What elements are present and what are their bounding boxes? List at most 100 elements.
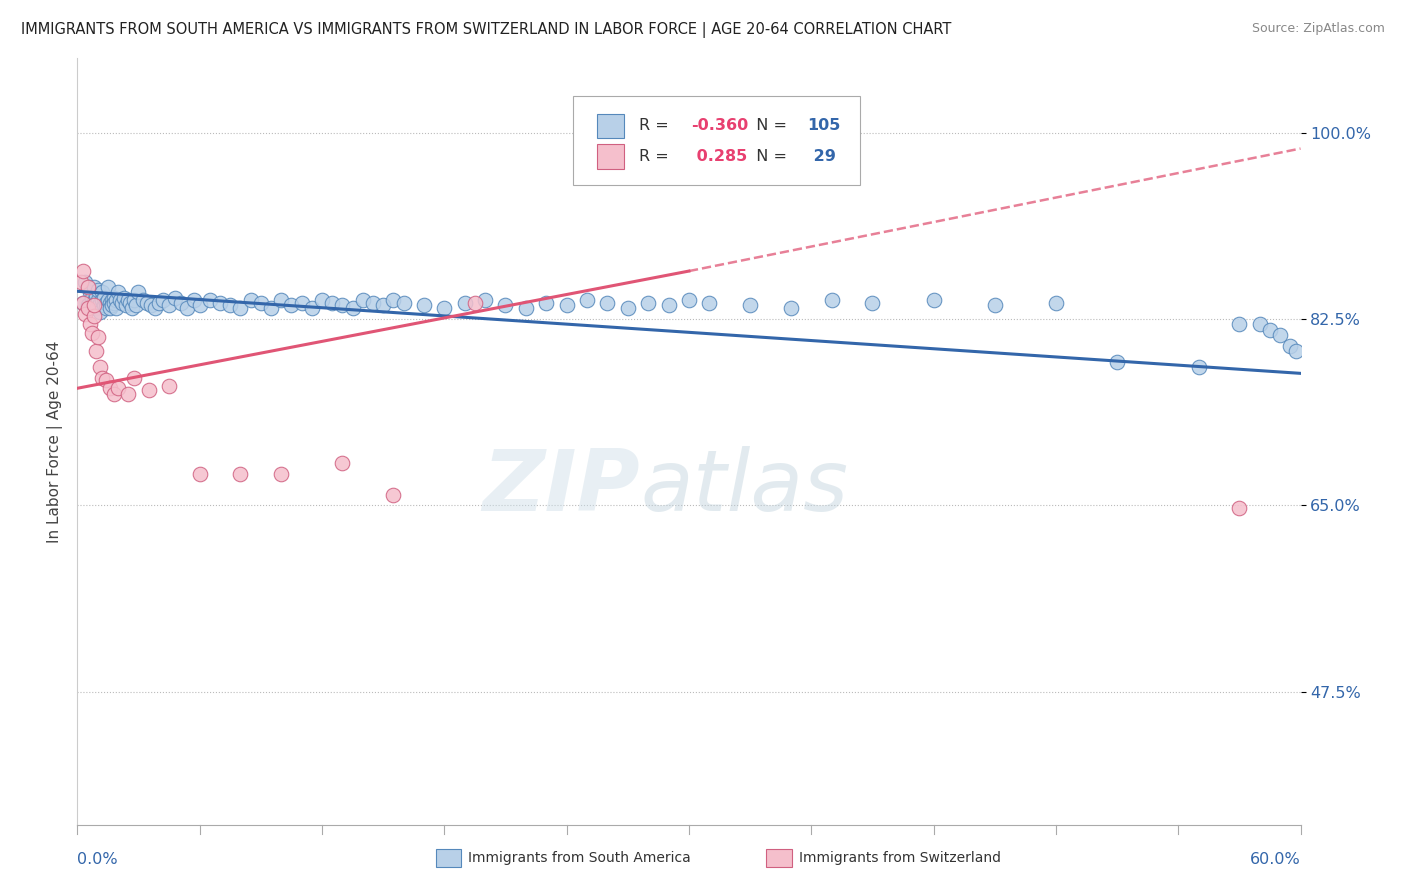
Point	[1268, 328, 1291, 343]
Point	[117, 386, 139, 401]
Point	[83, 280, 105, 294]
Point	[87, 293, 110, 307]
Point	[474, 293, 496, 307]
Point	[75, 307, 97, 321]
Point	[94, 301, 117, 316]
Point	[79, 318, 101, 332]
Point	[433, 301, 456, 316]
Text: 105: 105	[807, 119, 841, 134]
Text: 29: 29	[807, 149, 835, 164]
Y-axis label: In Labor Force | Age 20-64: In Labor Force | Age 20-64	[48, 341, 63, 542]
Point	[135, 296, 157, 310]
Point	[260, 301, 283, 316]
Point	[80, 298, 103, 312]
Point	[139, 298, 162, 312]
Point	[115, 298, 138, 312]
Point	[72, 296, 94, 310]
Point	[413, 298, 436, 312]
Point	[382, 293, 405, 307]
Text: 0.0%: 0.0%	[77, 852, 118, 867]
Point	[495, 298, 517, 312]
Point	[332, 298, 354, 312]
Point	[89, 296, 111, 310]
Point	[188, 467, 211, 481]
Point	[84, 301, 107, 316]
Point	[89, 304, 111, 318]
Point	[165, 291, 187, 305]
Text: Source: ZipAtlas.com: Source: ZipAtlas.com	[1251, 22, 1385, 36]
Point	[80, 326, 103, 340]
Point	[97, 293, 120, 307]
Point	[1249, 318, 1271, 332]
Point	[515, 301, 537, 316]
Point	[79, 301, 101, 316]
Point	[1229, 318, 1251, 332]
Point	[87, 330, 110, 344]
Point	[103, 296, 125, 310]
Point	[239, 293, 262, 307]
Point	[534, 296, 557, 310]
Bar	[598, 145, 624, 169]
Point	[72, 264, 94, 278]
Point	[576, 293, 599, 307]
Point	[76, 280, 98, 294]
Point	[453, 296, 475, 310]
Point	[1187, 359, 1209, 374]
Point	[332, 456, 354, 470]
Point	[922, 293, 945, 307]
Point	[699, 296, 721, 310]
Point	[1107, 354, 1129, 368]
Point	[170, 296, 193, 310]
Point	[311, 293, 333, 307]
FancyBboxPatch shape	[572, 96, 860, 185]
Point	[1229, 500, 1251, 515]
Point	[301, 301, 323, 316]
Point	[1258, 323, 1281, 337]
Point	[94, 373, 117, 387]
Text: IMMIGRANTS FROM SOUTH AMERICA VS IMMIGRANTS FROM SWITZERLAND IN LABOR FORCE | AG: IMMIGRANTS FROM SOUTH AMERICA VS IMMIGRA…	[21, 22, 952, 38]
Point	[183, 293, 205, 307]
Text: -0.360: -0.360	[692, 119, 748, 134]
Point	[120, 296, 142, 310]
Point	[76, 301, 98, 316]
Point	[361, 296, 384, 310]
Point	[90, 285, 112, 300]
Text: 0.285: 0.285	[692, 149, 748, 164]
Point	[596, 296, 619, 310]
Point	[117, 293, 139, 307]
Point	[108, 293, 131, 307]
Point	[352, 293, 374, 307]
Text: R =: R =	[638, 149, 673, 164]
Text: Immigrants from Switzerland: Immigrants from Switzerland	[799, 851, 1001, 865]
Point	[87, 283, 110, 297]
Point	[250, 296, 273, 310]
Point	[382, 488, 405, 502]
Point	[75, 275, 97, 289]
Point	[72, 296, 94, 310]
Point	[124, 293, 146, 307]
Point	[105, 301, 128, 316]
Point	[157, 298, 180, 312]
Point	[79, 285, 101, 300]
Point	[1045, 296, 1067, 310]
Point	[76, 298, 98, 312]
Point	[342, 301, 364, 316]
Point	[89, 359, 111, 374]
Text: atlas: atlas	[640, 446, 848, 529]
Point	[229, 467, 252, 481]
Point	[280, 298, 302, 312]
Point	[105, 293, 128, 307]
Point	[112, 291, 135, 305]
Point	[90, 293, 112, 307]
Point	[97, 280, 120, 294]
Bar	[598, 113, 624, 138]
Point	[83, 309, 105, 323]
Point	[270, 467, 292, 481]
Text: 60.0%: 60.0%	[1250, 852, 1301, 867]
Text: N =: N =	[747, 149, 793, 164]
Point	[143, 301, 166, 316]
Point	[1285, 343, 1308, 358]
Point	[392, 296, 415, 310]
Point	[198, 293, 221, 307]
Text: Immigrants from South America: Immigrants from South America	[468, 851, 690, 865]
